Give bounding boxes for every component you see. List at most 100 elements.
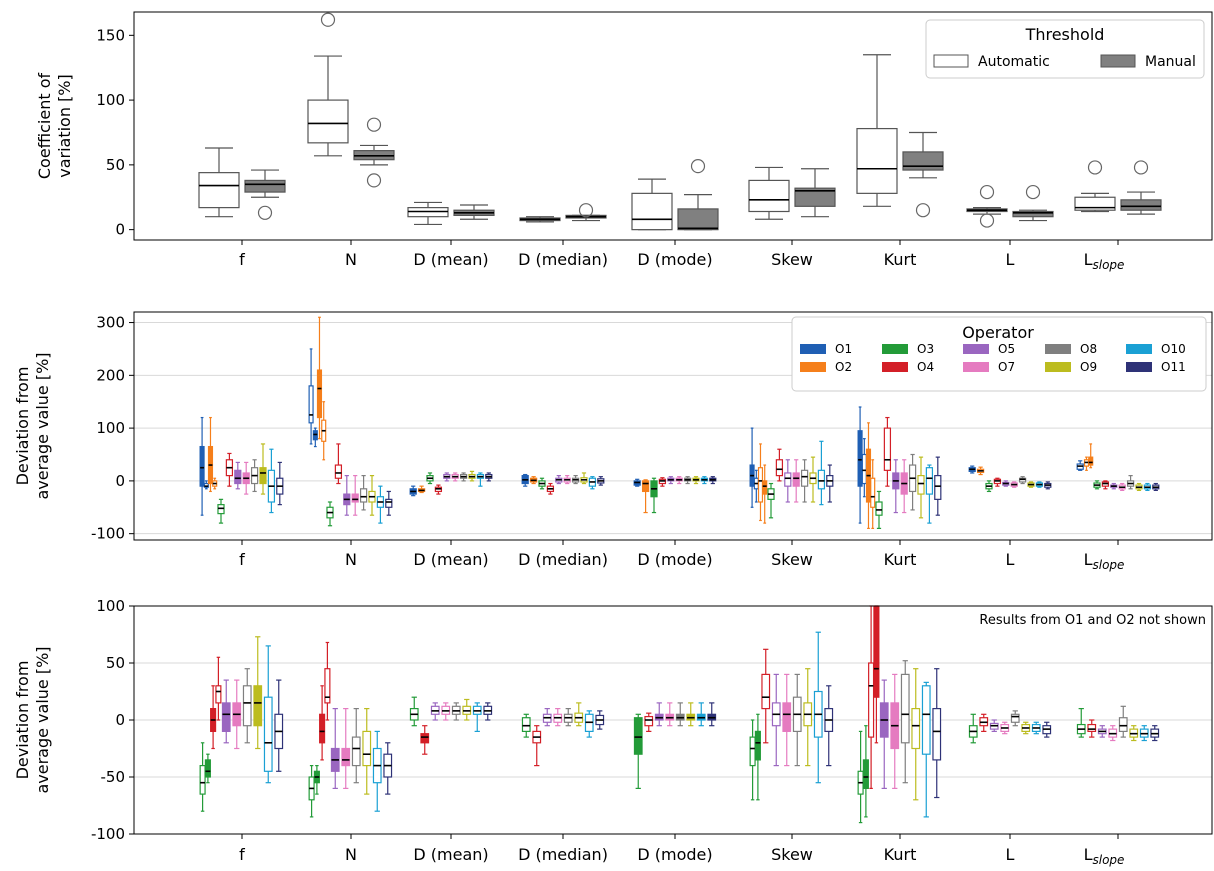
legend-threshold: Threshold Automatic Manual <box>925 19 1205 79</box>
box-o11 <box>709 476 717 485</box>
box <box>875 501 883 516</box>
box-o2 <box>417 485 426 494</box>
y-axis-label-line: Deviation from <box>13 367 32 486</box>
box-o9 <box>1135 482 1143 491</box>
box-o3 <box>204 753 211 784</box>
box-automatic <box>748 166 790 220</box>
x-tick-label: L <box>1006 845 1015 864</box>
box-o4 <box>319 685 326 761</box>
box-o10 <box>267 448 276 514</box>
box-o2 <box>207 416 214 493</box>
y-tick-label: -100 <box>91 825 125 843</box>
legend-swatch-o5 <box>963 344 989 354</box>
box <box>861 453 867 485</box>
box <box>883 427 892 471</box>
box <box>244 179 286 193</box>
y-tick-label: 0 <box>115 711 125 729</box>
box-o5 <box>667 476 675 485</box>
box-o8 <box>563 707 573 727</box>
box-o4 <box>993 477 1002 487</box>
y-axis-label-line: variation [%] <box>55 74 74 178</box>
legend-label-manual: Manual <box>1145 54 1196 70</box>
box-o11 <box>707 702 717 727</box>
outlier-point <box>915 203 931 218</box>
box-o11 <box>274 679 284 772</box>
box-o9 <box>362 707 372 795</box>
box-o11 <box>276 461 284 506</box>
box-o11 <box>595 710 605 730</box>
box-o4 <box>324 641 331 721</box>
annotation-note: Results from O1 and O2 not shown <box>979 613 1206 628</box>
box-o10 <box>263 645 273 784</box>
box-o8 <box>683 476 692 485</box>
outlier-point <box>578 203 594 218</box>
x-tick-label: D (mean) <box>413 250 488 269</box>
box-o10 <box>376 485 385 524</box>
box <box>862 759 869 790</box>
outlier-point <box>1025 184 1041 200</box>
y-tick-label: -100 <box>91 525 125 543</box>
box <box>215 685 222 704</box>
box-o5 <box>879 679 889 790</box>
legend-label-o4: O4 <box>917 360 934 374</box>
legend-swatch-o4 <box>882 362 908 372</box>
box-o11 <box>1044 481 1052 490</box>
box-o8 <box>900 660 910 784</box>
box <box>362 730 372 767</box>
box-o4 <box>873 605 880 744</box>
box-automatic <box>407 201 449 226</box>
box-o7 <box>351 475 359 516</box>
box-o9 <box>809 456 817 503</box>
box-o5 <box>221 679 231 744</box>
box-o3 <box>754 713 761 801</box>
box-o2 <box>865 422 872 529</box>
box-o3 <box>326 501 334 527</box>
box-o9 <box>1129 725 1139 742</box>
box-o10 <box>584 710 594 738</box>
box <box>351 736 361 767</box>
box-o5 <box>234 461 242 490</box>
x-tick-label: N <box>345 845 357 864</box>
box <box>199 764 206 795</box>
box-o3 <box>199 742 206 812</box>
box-o1 <box>1076 460 1084 471</box>
legend-swatch-o3 <box>882 344 908 354</box>
y-tick-label: -50 <box>101 768 126 786</box>
box-o5 <box>784 459 792 503</box>
box-o1 <box>861 438 867 498</box>
box-o11 <box>483 702 493 721</box>
box-o9 <box>368 475 376 516</box>
box-o2 <box>529 476 538 485</box>
legend-swatch-o1 <box>800 344 826 354</box>
box-o5 <box>555 475 563 485</box>
y-axis-label-line: Coefficient of <box>35 72 54 179</box>
box-o3 <box>426 472 434 485</box>
box-o7 <box>792 459 800 503</box>
box-o9 <box>686 702 696 727</box>
box-manual <box>1012 209 1054 222</box>
box <box>902 151 944 171</box>
box-o8 <box>351 707 361 784</box>
box <box>749 736 756 767</box>
box <box>1088 456 1094 466</box>
legend-swatch-o7 <box>963 362 989 372</box>
box-o8 <box>1010 710 1020 727</box>
box <box>253 685 263 727</box>
box-o3 <box>650 477 658 514</box>
legend-label-o9: O9 <box>1080 360 1097 374</box>
x-tick-label: Skew <box>771 250 813 269</box>
box-o4 <box>761 648 771 744</box>
outlier-point <box>979 184 995 200</box>
box-o2 <box>316 316 323 440</box>
box-o1 <box>409 485 417 497</box>
outlier-point <box>257 205 273 220</box>
y-axis-label: Deviation fromaverage value [%] <box>13 352 52 499</box>
x-tick-label: D (median) <box>518 550 608 569</box>
box-o3 <box>875 490 883 529</box>
box-o11 <box>934 456 942 516</box>
box-o9 <box>1021 721 1031 735</box>
box-o11 <box>385 490 393 516</box>
box <box>631 192 673 231</box>
y-tick-label: 100 <box>96 91 125 109</box>
box-o3 <box>767 482 775 519</box>
